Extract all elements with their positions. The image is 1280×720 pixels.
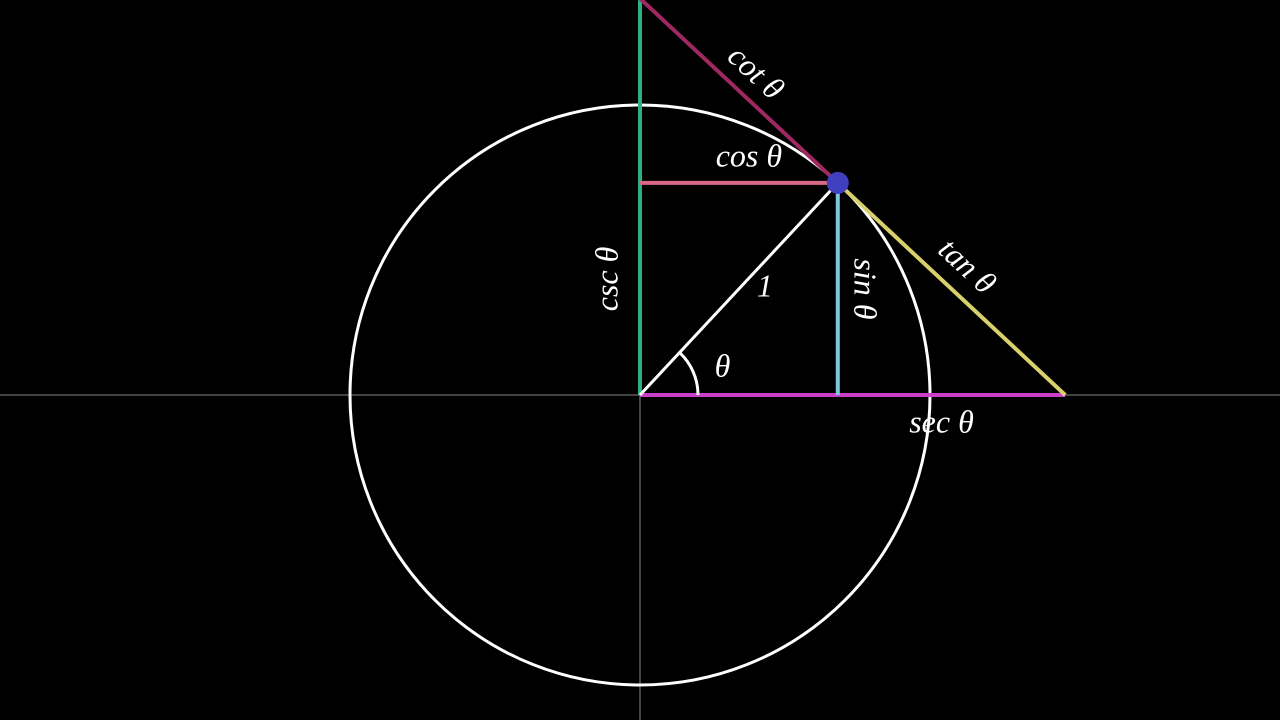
csc-label: csc θ [588,247,624,312]
sec-label: sec θ [909,403,974,439]
angle-arc [680,353,698,395]
tan-label: tan θ [932,230,1004,300]
theta-label: θ [715,347,731,383]
radius-label: 1 [757,268,773,304]
unit-circle-trig-diagram: θ 1 cos θ sin θ tan θ cot θ sec θ csc θ [0,0,1280,720]
sin-label: sin θ [847,258,883,319]
radius-segment [640,183,838,395]
cos-label: cos θ [716,137,782,173]
circle-point [827,172,849,194]
cot-label: cot θ [721,37,791,106]
